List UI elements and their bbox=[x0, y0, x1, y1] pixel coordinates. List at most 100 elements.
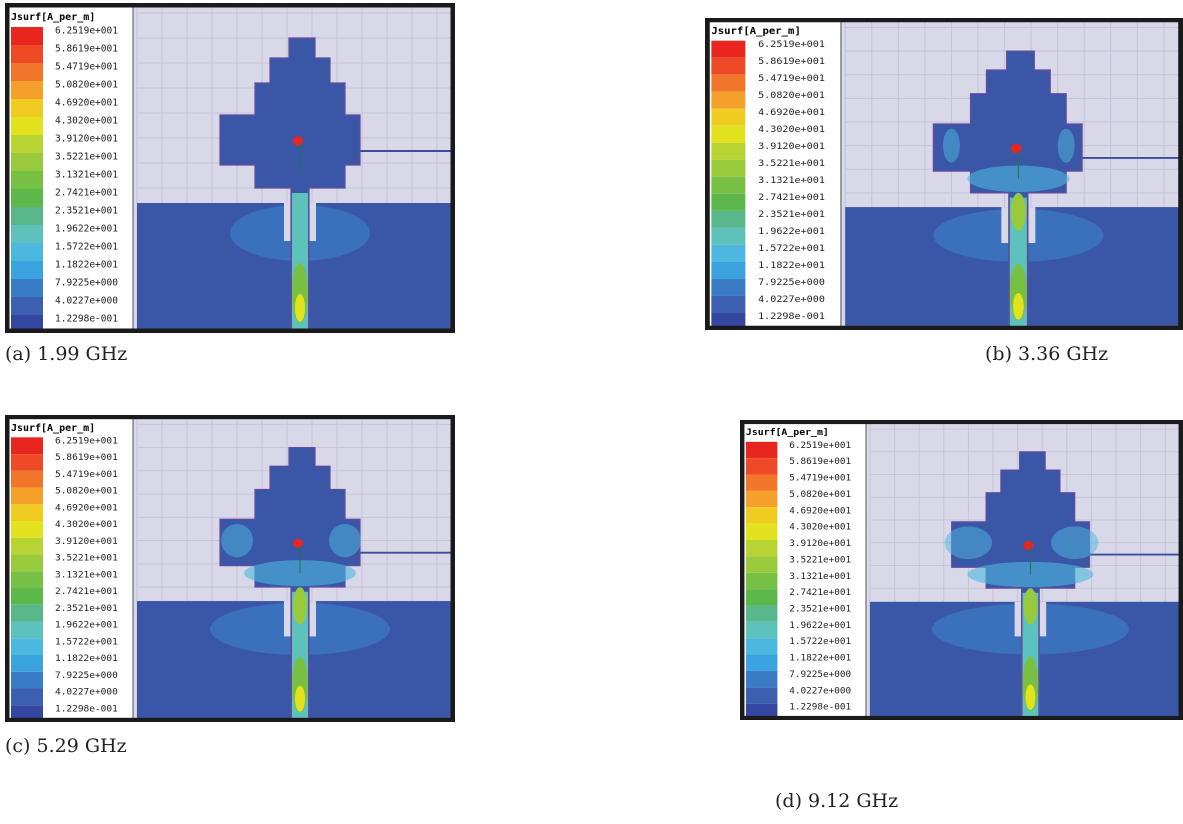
legend-swatch bbox=[711, 126, 745, 143]
legend-swatch bbox=[746, 458, 778, 474]
legend-label: 2.3521e+001 bbox=[758, 209, 825, 219]
legend-swatch bbox=[11, 555, 43, 572]
legend-swatch bbox=[11, 538, 43, 555]
legend-swatch bbox=[11, 521, 43, 538]
slot bbox=[1028, 207, 1035, 243]
legend-label: 5.4719e+001 bbox=[55, 62, 118, 73]
legend-label: 2.7421e+001 bbox=[55, 188, 118, 199]
panel: Jsurf[A_per_m] 6.2519e+001 5.8619e+001 5.47… bbox=[5, 3, 455, 333]
legend-label: 1.1822e+001 bbox=[55, 260, 118, 271]
legend-label: 5.8619e+001 bbox=[55, 452, 118, 463]
legend-label: 7.9225e+000 bbox=[55, 278, 118, 289]
legend-swatch bbox=[711, 75, 745, 92]
legend-label: 5.4719e+001 bbox=[758, 73, 825, 83]
hotspot bbox=[293, 587, 307, 624]
hotspot bbox=[295, 294, 305, 322]
legend-swatch bbox=[11, 189, 43, 207]
legend-label: 3.5221e+001 bbox=[758, 158, 825, 168]
legend-swatch bbox=[746, 589, 778, 605]
legend-label: 1.9622e+001 bbox=[55, 224, 118, 235]
legend-swatch bbox=[11, 279, 43, 297]
legend-label: 4.3020e+001 bbox=[55, 519, 118, 530]
legend-swatch bbox=[11, 243, 43, 261]
current-region bbox=[329, 524, 361, 557]
legend-swatch bbox=[711, 160, 745, 177]
legend-title: Jsurf[A_per_m] bbox=[746, 427, 829, 438]
legend-label: 1.5722e+001 bbox=[758, 244, 825, 254]
legend-swatch bbox=[11, 99, 43, 117]
current-region bbox=[1051, 526, 1098, 559]
legend-swatch bbox=[11, 117, 43, 135]
legend-swatch bbox=[746, 540, 778, 556]
legend-title: Jsurf[A_per_m] bbox=[11, 423, 95, 434]
legend-swatch bbox=[11, 437, 43, 454]
slot bbox=[1039, 602, 1046, 637]
legend-label: 2.7421e+001 bbox=[789, 588, 851, 598]
legend-swatch bbox=[11, 571, 43, 588]
legend-label: 1.1822e+001 bbox=[758, 261, 825, 271]
legend-label: 3.9120e+001 bbox=[789, 539, 851, 549]
legend-swatch bbox=[11, 135, 43, 153]
legend-label: 3.1321e+001 bbox=[55, 570, 118, 581]
legend-label: 1.2298e-001 bbox=[55, 704, 118, 715]
legend-label: 1.5722e+001 bbox=[55, 637, 118, 648]
legend-swatch bbox=[11, 622, 43, 639]
caption: (d) 9.12 GHz bbox=[775, 790, 898, 812]
hotspot bbox=[1025, 685, 1035, 710]
legend-label: 1.2298e-001 bbox=[758, 312, 825, 322]
legend-label: 4.6920e+001 bbox=[789, 507, 851, 517]
legend-label: 1.9622e+001 bbox=[758, 227, 825, 237]
current-region bbox=[943, 129, 960, 163]
caption: (b) 3.36 GHz bbox=[985, 343, 1108, 365]
legend-label: 4.6920e+001 bbox=[55, 98, 118, 109]
legend-swatch bbox=[746, 475, 778, 491]
legend-swatch bbox=[11, 81, 43, 99]
legend-swatch bbox=[746, 507, 778, 523]
legend-label: 3.1321e+001 bbox=[758, 175, 825, 185]
legend-label: 7.9225e+000 bbox=[55, 670, 118, 681]
legend-label: 5.0820e+001 bbox=[758, 90, 825, 100]
legend-swatch bbox=[711, 262, 745, 279]
legend-label: 3.1321e+001 bbox=[789, 572, 851, 582]
legend-label: 4.0227e+000 bbox=[758, 295, 825, 305]
legend-swatch bbox=[746, 671, 778, 687]
legend-label: 3.1321e+001 bbox=[55, 170, 118, 181]
caption: (c) 5.29 GHz bbox=[5, 735, 127, 757]
legend-swatch bbox=[711, 177, 745, 194]
legend-title: Jsurf[A_per_m] bbox=[11, 12, 95, 23]
legend-label: 4.3020e+001 bbox=[55, 116, 118, 127]
legend-label: 3.9120e+001 bbox=[758, 141, 825, 151]
legend-swatch bbox=[711, 92, 745, 109]
port-marker bbox=[293, 136, 303, 146]
legend-swatch bbox=[11, 45, 43, 63]
current-region bbox=[945, 526, 992, 559]
legend-label: 5.8619e+001 bbox=[55, 44, 118, 55]
legend-swatch bbox=[11, 171, 43, 189]
slot bbox=[284, 601, 291, 636]
legend-label: 5.8619e+001 bbox=[758, 56, 825, 66]
legend-label: 4.0227e+000 bbox=[55, 296, 118, 307]
legend-swatch bbox=[11, 588, 43, 605]
figure: Jsurf[A_per_m] 6.2519e+001 5.8619e+001 5.47… bbox=[0, 0, 1183, 824]
slot bbox=[1015, 602, 1022, 637]
legend-swatch bbox=[711, 41, 745, 58]
legend-swatch bbox=[746, 622, 778, 638]
legend-label: 4.0227e+000 bbox=[55, 687, 118, 698]
legend-label: 5.0820e+001 bbox=[789, 490, 851, 500]
legend-swatch bbox=[11, 207, 43, 225]
legend-swatch bbox=[11, 672, 43, 689]
legend-swatch bbox=[11, 488, 43, 505]
hotspot bbox=[1013, 293, 1024, 319]
slot bbox=[284, 203, 291, 241]
legend-label: 6.2519e+001 bbox=[55, 26, 118, 37]
legend-label: 7.9225e+000 bbox=[789, 670, 851, 680]
legend-label: 1.1822e+001 bbox=[55, 653, 118, 664]
legend-label: 5.0820e+001 bbox=[55, 80, 118, 91]
panel: Jsurf[A_per_m]6.2519e+0015.8619e+0015.47… bbox=[5, 415, 455, 722]
legend-swatch bbox=[746, 573, 778, 589]
panel: Jsurf[A_per_m]6.2519e+0015.8619e+0015.47… bbox=[740, 420, 1183, 720]
legend-swatch bbox=[11, 225, 43, 243]
legend-swatch bbox=[11, 471, 43, 488]
legend-swatch bbox=[11, 605, 43, 622]
legend-swatch bbox=[746, 655, 778, 671]
